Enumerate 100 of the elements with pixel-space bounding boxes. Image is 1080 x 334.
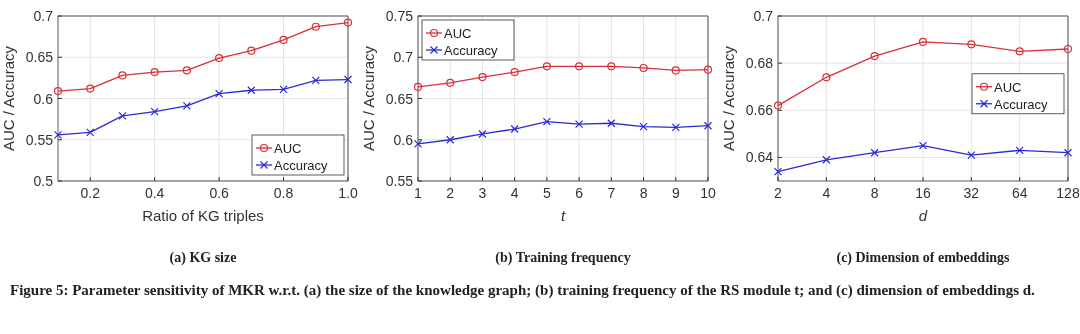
y-tick-label: 0.64 — [745, 149, 774, 166]
x-tick-label: 2 — [774, 185, 783, 201]
point — [446, 78, 455, 87]
point — [918, 37, 928, 47]
x-axis-title: t — [560, 207, 566, 224]
x-tick-label: 128 — [1056, 185, 1080, 201]
x-axis-title: Ratio of KG triples — [142, 207, 264, 224]
legend-label: Accuracy — [274, 158, 328, 173]
point — [182, 66, 191, 75]
y-tick-label: 0.6 — [33, 90, 54, 107]
point — [150, 68, 159, 77]
point — [1063, 148, 1073, 157]
point — [343, 18, 353, 27]
y-axis-title: AUC / Accuracy — [360, 45, 377, 152]
x-tick-label: 0.2 — [80, 185, 101, 201]
y-tick-label: 0.7 — [393, 49, 414, 66]
point — [413, 139, 423, 148]
point — [639, 63, 648, 73]
x-tick-label: 6 — [575, 185, 584, 201]
point — [510, 68, 519, 77]
point — [311, 22, 320, 31]
point — [607, 62, 616, 71]
x-tick-label: 3 — [478, 185, 487, 201]
text: (a) KG size — [169, 250, 237, 266]
point — [53, 130, 63, 139]
point — [279, 35, 288, 45]
y-tick-label: 0.7 — [753, 8, 774, 24]
y-tick-label: 0.75 — [385, 8, 414, 24]
point — [607, 119, 616, 128]
point — [542, 117, 551, 126]
point — [247, 46, 256, 55]
y-tick-label: 0.55 — [25, 131, 54, 148]
point — [510, 124, 519, 134]
point — [575, 62, 584, 71]
point — [478, 72, 487, 82]
text: (b) Training frequency — [495, 250, 631, 266]
x-tick-label: 0.6 — [209, 185, 230, 201]
y-axis-title: AUC / Accuracy — [0, 45, 17, 152]
x-tick-label: 16 — [915, 185, 931, 201]
point — [870, 51, 879, 61]
point — [703, 65, 713, 74]
point — [118, 71, 127, 80]
x-tick-label: 2 — [446, 185, 455, 201]
y-axis-title: AUC / Accuracy — [720, 45, 737, 152]
point — [1015, 146, 1024, 155]
point — [671, 123, 680, 132]
point — [967, 150, 976, 160]
point — [247, 86, 256, 95]
point — [150, 107, 159, 116]
point — [773, 101, 783, 110]
point — [118, 111, 127, 120]
point — [279, 85, 288, 94]
legend-label: AUC — [994, 79, 1022, 95]
point — [918, 141, 928, 150]
y-tick-label: 0.6 — [393, 131, 414, 148]
x-tick-label: 4 — [510, 185, 519, 201]
point — [870, 148, 879, 157]
point — [182, 101, 191, 111]
point — [773, 167, 783, 176]
x-tick-label: 1.0 — [338, 185, 358, 201]
point — [822, 73, 831, 82]
x-tick-label: 0.8 — [273, 185, 294, 201]
y-tick-label: 0.66 — [745, 102, 774, 119]
y-tick-label: 0.65 — [25, 49, 54, 66]
point — [343, 75, 353, 84]
y-tick-label: 0.55 — [385, 173, 414, 189]
point — [446, 135, 455, 144]
x-tick-label: 9 — [671, 185, 680, 201]
point — [311, 76, 320, 85]
y-tick-label: 0.68 — [745, 55, 774, 72]
y-tick-label: 0.7 — [33, 8, 54, 24]
point — [542, 62, 551, 71]
x-tick-label: 10 — [700, 185, 716, 201]
legend-label: Accuracy — [994, 96, 1048, 112]
x-tick-label: 1 — [414, 185, 423, 201]
point — [822, 155, 831, 164]
caption: Figure 5: Parameter sensitivity of MKR w.r.t. (a) the size of the knowledge graph; (b) training frequency of the RS module t; and (c) dimension of embeddings d. — [10, 282, 1036, 299]
point — [639, 122, 648, 131]
point — [86, 128, 95, 137]
point — [703, 121, 713, 130]
x-axis-title: d — [918, 207, 928, 224]
x-tick-label: 32 — [963, 185, 980, 201]
point — [1015, 47, 1024, 56]
x-tick-label: 8 — [870, 185, 879, 201]
point — [478, 129, 487, 139]
point — [413, 82, 423, 92]
point — [215, 53, 224, 63]
legend-label: AUC — [274, 141, 302, 156]
text: (c) Dimension of embeddings — [836, 250, 1011, 266]
x-tick-label: 4 — [822, 185, 831, 201]
x-tick-label: 7 — [607, 185, 616, 201]
point — [671, 66, 680, 75]
x-tick-label: 64 — [1011, 185, 1028, 201]
point — [86, 84, 95, 93]
legend-label: AUC — [444, 26, 472, 41]
y-tick-label: 0.65 — [385, 90, 414, 107]
point — [1063, 44, 1073, 54]
x-tick-label: 8 — [639, 185, 648, 201]
y-tick-label: 0.5 — [33, 173, 54, 189]
legend-label: Accuracy — [444, 43, 498, 58]
